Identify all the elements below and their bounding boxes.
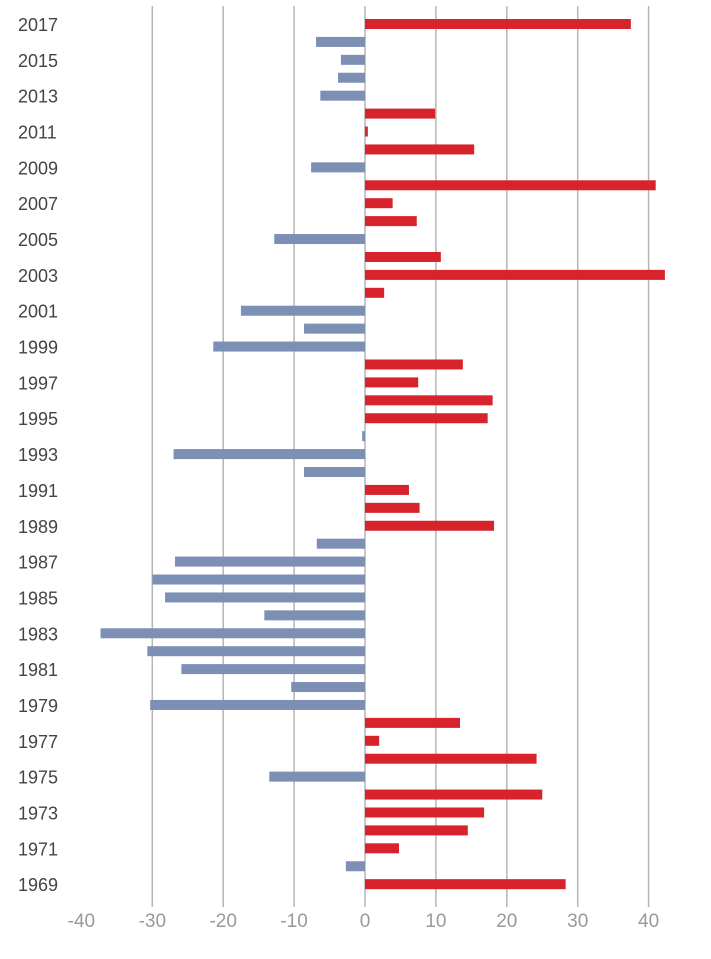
bar-1984 [264,610,365,621]
bar-1985 [165,592,365,603]
bar-2000 [304,323,365,334]
y-tick-label: 1991 [18,481,58,501]
y-tick-label: 2017 [18,15,58,35]
bar-1992 [304,467,365,477]
bar-1978 [365,717,461,728]
bar-1977 [365,735,380,746]
bar-1997 [365,377,419,388]
y-tick-label: 2003 [18,266,58,286]
x-tick-label: 10 [425,911,446,932]
bar-2006 [365,216,417,227]
y-tick-label: 1987 [18,553,58,573]
bar-2011 [365,126,368,137]
bar-2015 [340,54,365,65]
bars [100,19,665,890]
bar-2007 [365,198,393,209]
bar-1976 [365,753,537,764]
y-tick-label: 2013 [18,87,58,107]
bar-1994 [362,431,365,442]
bar-1982 [147,646,365,657]
y-tick-label: 2011 [18,123,57,143]
x-tick-label: 0 [360,911,371,932]
bar-2009 [311,162,365,173]
y-tick-label: 1985 [18,588,58,608]
bar-1996 [365,395,493,406]
bar-2004 [365,251,441,262]
bar-1989 [365,520,495,531]
bar-2012 [365,108,436,119]
bar-1969 [365,879,566,890]
y-tick-label: 1995 [18,409,58,429]
y-tick-label: 2015 [18,51,58,71]
x-tick-label: -20 [209,911,236,932]
bar-1970 [345,861,365,872]
bar-1990 [365,502,420,513]
bar-1991 [365,484,409,495]
y-tick-label: 1993 [18,445,58,465]
bar-1999 [213,341,365,352]
bar-2016 [316,36,365,47]
y-tick-label: 2005 [18,230,58,250]
bar-2017 [365,19,631,29]
bar-1995 [365,413,488,424]
bar-1979 [150,699,365,710]
x-tick-label: 40 [638,911,659,932]
bar-1974 [365,789,543,800]
y-tick-label: 1969 [18,875,58,895]
bar-2008 [365,180,656,191]
bar-1981 [181,664,365,675]
bar-2003 [365,269,665,280]
y-tick-label: 1999 [18,338,58,358]
x-tick-label: -40 [68,911,95,932]
bar-1980 [291,682,365,693]
y-tick-label: 1989 [18,517,58,537]
bar-1975 [269,771,365,782]
y-tick-label: 2001 [18,302,58,322]
y-tick-label: 1977 [18,732,58,752]
bar-1971 [365,843,400,854]
x-axis-labels: -40 -30 -20 -10 0 10 20 30 40 [68,911,660,932]
bar-1972 [365,825,468,836]
x-tick-label: -10 [280,911,307,932]
y-tick-label: 1997 [18,373,58,393]
y-axis-labels: 2017 2015 2013 2011 2009 2007 2005 2003 2001 1999… [18,15,58,895]
x-tick-label: -30 [139,911,166,932]
bar-2010 [365,144,475,155]
y-tick-label: 1973 [18,803,58,823]
y-tick-label: 2009 [18,158,58,178]
bar-2014 [338,72,365,83]
y-tick-label: 1983 [18,624,58,644]
y-tick-label: 1971 [18,839,58,859]
y-tick-label: 2007 [18,194,58,214]
bar-2001 [240,305,365,316]
bar-1993 [173,449,365,460]
bar-2002 [365,287,385,298]
x-tick-label: 20 [496,911,517,932]
bar-2005 [274,234,365,245]
bar-1973 [365,807,485,818]
x-tick-label: 30 [567,911,588,932]
bar-1983 [100,628,365,639]
bar-1987 [174,556,365,567]
y-tick-label: 1981 [18,660,58,680]
bar-2013 [320,90,365,101]
bar-1988 [316,538,365,549]
bar-1986 [152,574,365,585]
bar-1998 [365,359,463,370]
y-tick-label: 1979 [18,696,58,716]
y-tick-label: 1975 [18,768,58,788]
